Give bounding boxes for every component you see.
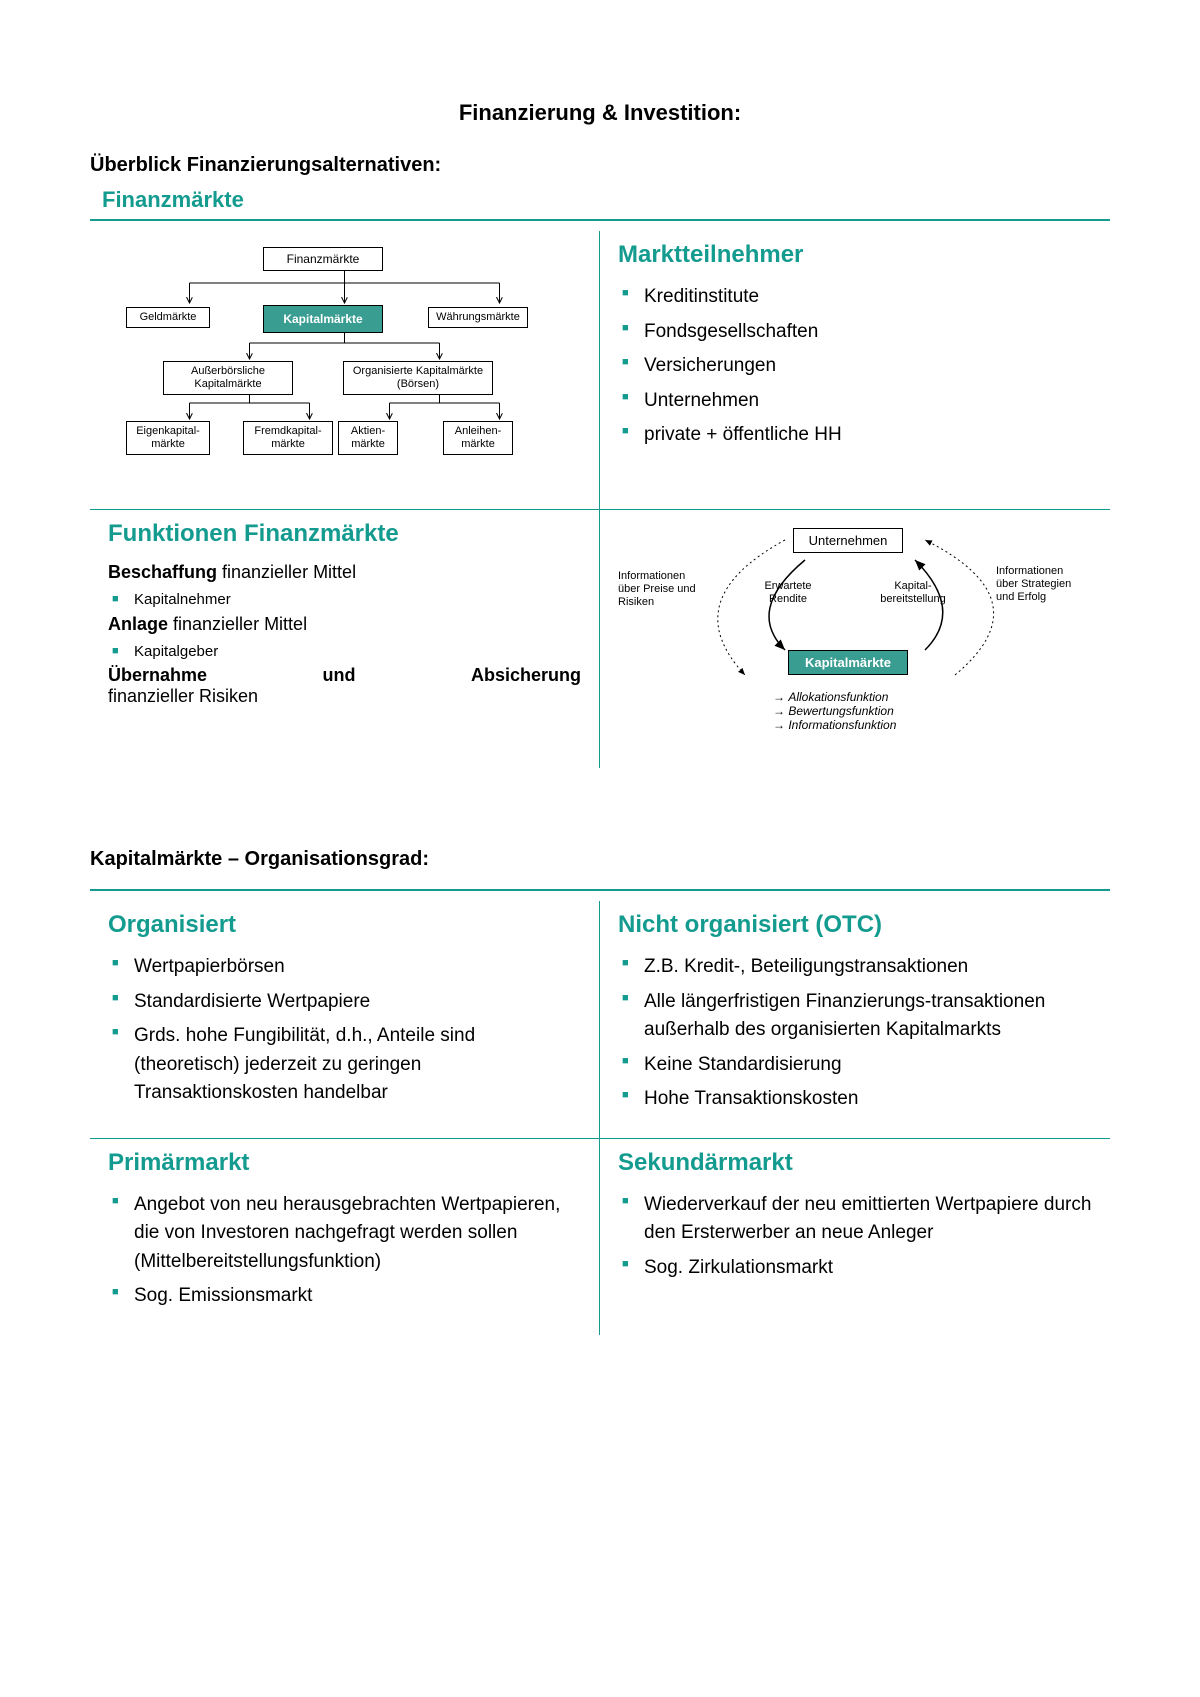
list-item: Grds. hohe Fungibilität, d.h., Anteile s… [112, 1022, 581, 1108]
quad-title: Sekundärmarkt [618, 1149, 1092, 1177]
list-item: Versicherungen [622, 352, 1092, 381]
func-sublist-1: Kapitalnehmer [108, 589, 581, 612]
node-waehrungsmaerkte: Währungsmärkte [428, 307, 528, 328]
list-item: Kapitalnehmer [112, 589, 581, 612]
quad-list: Z.B. Kredit-, Beteiligungstransaktionen … [618, 953, 1092, 1114]
quad-title: Organisiert [108, 911, 581, 939]
circ-functions-list: Allokationsfunktion Bewertungsfunktion I… [773, 690, 896, 732]
node-fremdkapital: Fremdkapital-märkte [243, 421, 333, 455]
quad-otc: Nicht organisiert (OTC) Z.B. Kredit-, Be… [600, 901, 1110, 1139]
quad-grid: Organisiert Wertpapierbörsen Standardisi… [90, 901, 1110, 1335]
circ-kapital: Kapital-bereitstellung [873, 580, 953, 606]
func-bold: Anlage [108, 614, 168, 634]
node-anleihen: Anleihen-märkte [443, 421, 513, 455]
node-organisiert: Organisierte Kapitalmärkte (Börsen) [343, 361, 493, 395]
marktteilnehmer-list: Kreditinstitute Fondsgesellschaften Vers… [618, 283, 1092, 450]
circular-cell: Unternehmen Erwartete Rendite Kapital-be… [600, 510, 1110, 768]
funktionen-row-3: Übernahme und Absicherung [108, 665, 581, 686]
node-kapitalmaerkte: Kapitalmärkte [263, 305, 383, 333]
list-item: Hohe Transaktionskosten [622, 1085, 1092, 1114]
func-word: Absicherung [471, 665, 581, 686]
quad-list: Angebot von neu herausgebrachten Wertpap… [108, 1191, 581, 1311]
quad-sekundaermarkt: Sekundärmarkt Wiederverkauf der neu emit… [600, 1139, 1110, 1335]
circ-rendite: Erwartete Rendite [753, 580, 823, 606]
section2-rule [90, 889, 1110, 891]
list-item: Unternehmen [622, 387, 1092, 416]
section2-heading: Kapitalmärkte – Organisationsgrad: [90, 848, 1110, 871]
section-heading-finanzmaerkte: Finanzmärkte [90, 187, 1110, 213]
list-item: Kreditinstitute [622, 283, 1092, 312]
list-item: Wertpapierbörsen [112, 953, 581, 982]
arrow-item: Allokationsfunktion [773, 690, 896, 704]
circular-diagram: Unternehmen Erwartete Rendite Kapital-be… [618, 520, 1092, 750]
funktionen-row-3b: finanzieller Risiken [108, 686, 581, 707]
func-word: und [323, 665, 356, 686]
quad-title: Nicht organisiert (OTC) [618, 911, 1092, 939]
list-item: Z.B. Kredit-, Beteiligungstransaktionen [622, 953, 1092, 982]
circ-info-left: Informationen über Preise und Risiken [618, 570, 698, 610]
quad-list: Wiederverkauf der neu emittierten Wertpa… [618, 1191, 1092, 1283]
func-text: finanzieller Mittel [217, 562, 356, 582]
node-aktien: Aktien-märkte [338, 421, 398, 455]
quad-primaermarkt: Primärmarkt Angebot von neu herausgebrac… [90, 1139, 600, 1335]
funktionen-row-2: Anlage finanzieller Mittel [108, 614, 581, 635]
funktionen-row-1: Beschaffung finanzieller Mittel [108, 562, 581, 583]
arrow-item: Informationsfunktion [773, 718, 896, 732]
section-rule [90, 219, 1110, 221]
circ-info-right: Informationen über Strategien und Erfolg [996, 565, 1078, 605]
list-item: Kapitalgeber [112, 641, 581, 664]
circ-unternehmen: Unternehmen [793, 528, 903, 553]
overview-subheading: Überblick Finanzierungsalternativen: [90, 154, 1110, 177]
marktteilnehmer-cell: Marktteilnehmer Kreditinstitute Fondsges… [600, 231, 1110, 510]
quad-list: Wertpapierbörsen Standardisierte Wertpap… [108, 953, 581, 1108]
node-ausserboerslich: Außerbörsliche Kapitalmärkte [163, 361, 293, 395]
func-sublist-2: Kapitalgeber [108, 641, 581, 664]
top-panel-grid: Finanzmärkte Geldmärkte Kapitalmärkte Wä… [90, 231, 1110, 768]
list-item: Sog. Zirkulationsmarkt [622, 1254, 1092, 1283]
list-item: Angebot von neu herausgebrachten Wertpap… [112, 1191, 581, 1277]
list-item: Keine Standardisierung [622, 1051, 1092, 1080]
funktionen-title: Funktionen Finanzmärkte [108, 520, 581, 548]
funktionen-cell: Funktionen Finanzmärkte Beschaffung fina… [90, 510, 600, 768]
func-word: Übernahme [108, 665, 207, 686]
list-item: Alle längerfristigen Finanzierungs-trans… [622, 988, 1092, 1045]
arrow-item: Bewertungsfunktion [773, 704, 896, 718]
node-geldmaerkte: Geldmärkte [126, 307, 210, 328]
func-bold: Beschaffung [108, 562, 217, 582]
finanzmaerkte-tree: Finanzmärkte Geldmärkte Kapitalmärkte Wä… [108, 241, 581, 491]
node-root: Finanzmärkte [263, 247, 383, 271]
diagram-cell: Finanzmärkte Geldmärkte Kapitalmärkte Wä… [90, 231, 600, 510]
node-eigenkapital: Eigenkapital-märkte [126, 421, 210, 455]
list-item: Fondsgesellschaften [622, 318, 1092, 347]
marktteilnehmer-title: Marktteilnehmer [618, 241, 1092, 269]
list-item: Sog. Emissionsmarkt [112, 1282, 581, 1311]
quad-organisiert: Organisiert Wertpapierbörsen Standardisi… [90, 901, 600, 1139]
list-item: Wiederverkauf der neu emittierten Wertpa… [622, 1191, 1092, 1248]
func-text: finanzieller Mittel [168, 614, 307, 634]
quad-title: Primärmarkt [108, 1149, 581, 1177]
list-item: private + öffentliche HH [622, 421, 1092, 450]
circ-kapitalmaerkte: Kapitalmärkte [788, 650, 908, 675]
document-title: Finanzierung & Investition: [90, 100, 1110, 126]
list-item: Standardisierte Wertpapiere [112, 988, 581, 1017]
